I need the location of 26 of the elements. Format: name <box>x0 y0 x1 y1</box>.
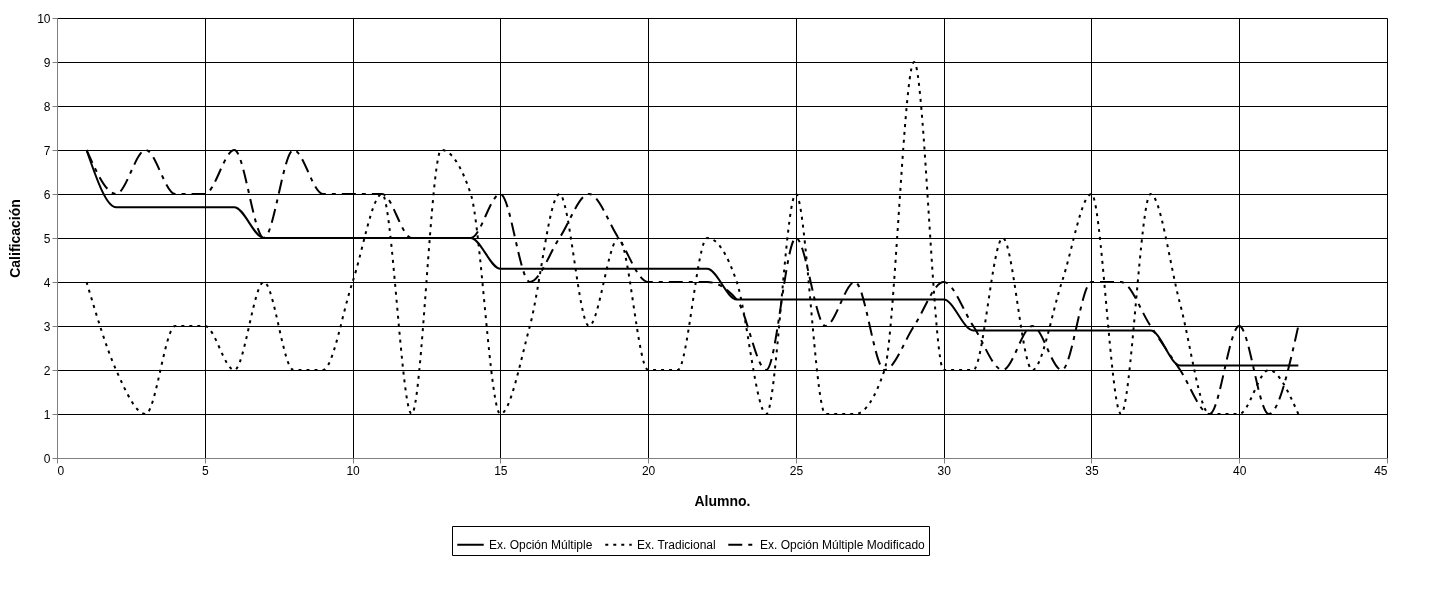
y-tick-label: 3 <box>43 319 51 334</box>
x-tick-label: 10 <box>346 463 361 478</box>
x-tick-label: 25 <box>789 463 804 478</box>
legend-label: Ex. Tradicional <box>637 537 716 552</box>
y-tick-label: 6 <box>43 187 51 202</box>
y-tick-label: 7 <box>43 143 51 158</box>
legend-label: Ex. Opción Múltiple <box>489 537 593 552</box>
y-tick-label: 8 <box>43 99 51 114</box>
y-tick-label: 10 <box>37 11 51 26</box>
x-axis-title: Alumno. <box>694 492 751 509</box>
legend-label: Ex. Opción Múltiple Modificado <box>760 537 926 552</box>
x-tick-label: 0 <box>57 463 65 478</box>
y-tick-label: 2 <box>43 363 51 378</box>
y-tick-label: 9 <box>43 55 51 70</box>
y-tick-label: 5 <box>43 231 51 246</box>
y-axis-title: Calificación <box>7 199 24 278</box>
x-tick-label: 40 <box>1233 463 1247 478</box>
y-tick-label: 1 <box>43 407 51 422</box>
x-tick-label: 5 <box>201 463 209 478</box>
x-tick-label: 15 <box>494 463 508 478</box>
y-tick-label: 4 <box>43 275 51 290</box>
y-tick-label: 0 <box>43 451 51 466</box>
x-tick-label: 45 <box>1374 463 1388 478</box>
x-tick-label: 20 <box>641 463 656 478</box>
x-tick-label: 35 <box>1085 463 1099 478</box>
x-tick-label: 30 <box>937 463 952 478</box>
